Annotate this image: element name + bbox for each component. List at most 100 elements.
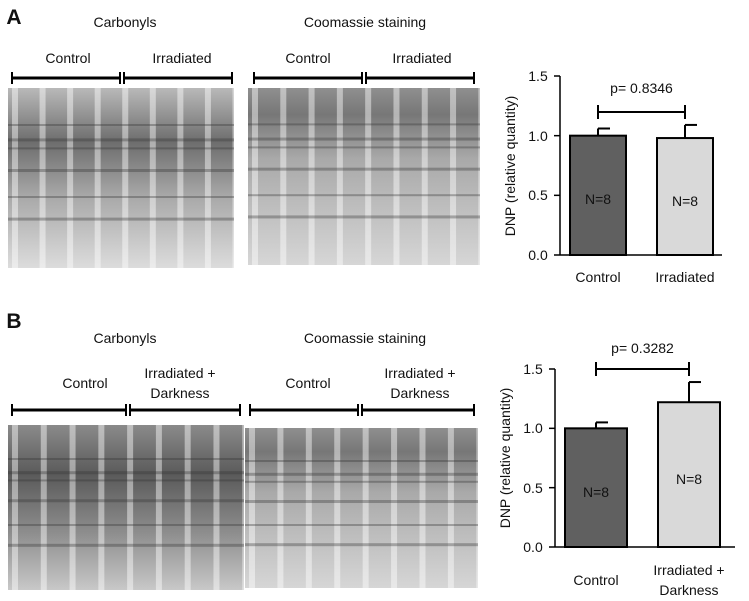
y-tick-label: 0.0 (528, 247, 548, 263)
lane-gap (391, 428, 398, 588)
blot-title: Coomassie staining (303, 330, 427, 346)
protein-band (248, 194, 480, 197)
y-axis-label: DNP (relative quantity) (502, 95, 518, 236)
lane-gap (334, 428, 341, 588)
protein-band (8, 124, 234, 126)
lane-gap (177, 88, 184, 268)
lane-gap (478, 88, 485, 265)
y-tick-label: 1.0 (528, 127, 548, 144)
group-label: Control (45, 50, 91, 66)
group-label: Control (62, 375, 108, 391)
lane-gap (155, 425, 162, 590)
lane-gap (40, 425, 47, 590)
lane-gap (69, 425, 76, 590)
lane-gap (98, 425, 105, 590)
bar (656, 137, 714, 256)
protein-band (8, 458, 244, 460)
protein-band (8, 543, 244, 547)
blot-image (245, 428, 478, 588)
lane-gap (252, 88, 258, 265)
protein-band (8, 524, 244, 526)
lane-gap (447, 428, 454, 588)
blot-title: Carbonyls (93, 330, 157, 346)
protein-band (245, 524, 478, 526)
protein-band (8, 169, 234, 172)
y-axis-label: DNP (relative quantity) (497, 387, 513, 529)
lane-gap (421, 88, 428, 265)
group-label: Irradiated (152, 50, 212, 66)
lane-gap (213, 425, 220, 590)
protein-band (8, 499, 244, 503)
lane-gap (336, 88, 343, 265)
lane-gap (393, 88, 400, 265)
lane-gap (184, 425, 191, 590)
p-value: p= 0.8346 (610, 80, 673, 96)
lane-gap (305, 428, 312, 588)
protein-band (245, 543, 478, 547)
bar (569, 134, 627, 257)
protein-band (248, 137, 480, 141)
lane-gap (419, 428, 426, 588)
group-label: Control (285, 50, 331, 66)
bar-label: N=8 (675, 470, 703, 487)
protein-band (245, 472, 478, 476)
protein-band (8, 479, 244, 482)
protein-band (8, 196, 234, 198)
protein-band (248, 215, 480, 219)
lane-gap (450, 88, 457, 265)
lane-gap (39, 88, 46, 268)
lane-gap (365, 88, 372, 265)
blot-title: Coomassie staining (303, 14, 427, 30)
lane-gap (127, 425, 134, 590)
x-tick-label: Control (573, 572, 619, 588)
y-tick-label: 0.5 (528, 187, 548, 204)
y-tick-label: 1.5 (523, 361, 543, 377)
protein-band (248, 123, 480, 126)
lane-gap (249, 428, 255, 588)
protein-band (8, 217, 234, 221)
lane-gap (67, 88, 74, 268)
protein-band (248, 146, 480, 149)
group-label: Irradiated + Darkness (384, 365, 456, 401)
bar-label: N=8 (584, 191, 612, 208)
y-tick-label: 1.0 (523, 420, 543, 437)
bar-label: N=8 (671, 192, 699, 209)
lane-gap (277, 428, 284, 588)
lane-gap (232, 88, 239, 268)
blot-image (8, 425, 244, 590)
lane-gap (476, 428, 483, 588)
lane-gap (122, 88, 129, 268)
x-tick-label: Irradiated + Darkness (653, 562, 725, 598)
y-tick-label: 1.5 (528, 68, 548, 84)
protein-band (8, 138, 234, 142)
lane-gap (149, 88, 156, 268)
panel-label: A (6, 6, 22, 29)
y-tick-label: 0.0 (523, 539, 543, 555)
y-tick-label: 0.5 (523, 479, 543, 496)
x-tick-label: Control (575, 269, 621, 285)
lane-gap (308, 88, 315, 265)
group-label: Irradiated + Darkness (144, 365, 216, 401)
bar (657, 401, 721, 548)
protein-band (245, 500, 478, 503)
lane-gap (94, 88, 101, 268)
lane-gap (12, 88, 18, 268)
lane-gap (280, 88, 287, 265)
lane-gap (12, 425, 18, 590)
lane-gap (204, 88, 211, 268)
x-tick-label: Irradiated (655, 269, 715, 285)
protein-band (245, 460, 478, 462)
panel-label: B (6, 310, 22, 333)
bar-label: N=8 (582, 483, 610, 500)
lane-gap (362, 428, 369, 588)
group-label: Control (285, 375, 331, 391)
p-value: p= 0.3282 (611, 340, 674, 356)
group-label: Irradiated (392, 50, 452, 66)
protein-band (248, 167, 480, 171)
protein-band (8, 471, 244, 475)
blot-image (8, 88, 234, 268)
protein-band (8, 147, 234, 150)
blot-image (248, 88, 480, 265)
